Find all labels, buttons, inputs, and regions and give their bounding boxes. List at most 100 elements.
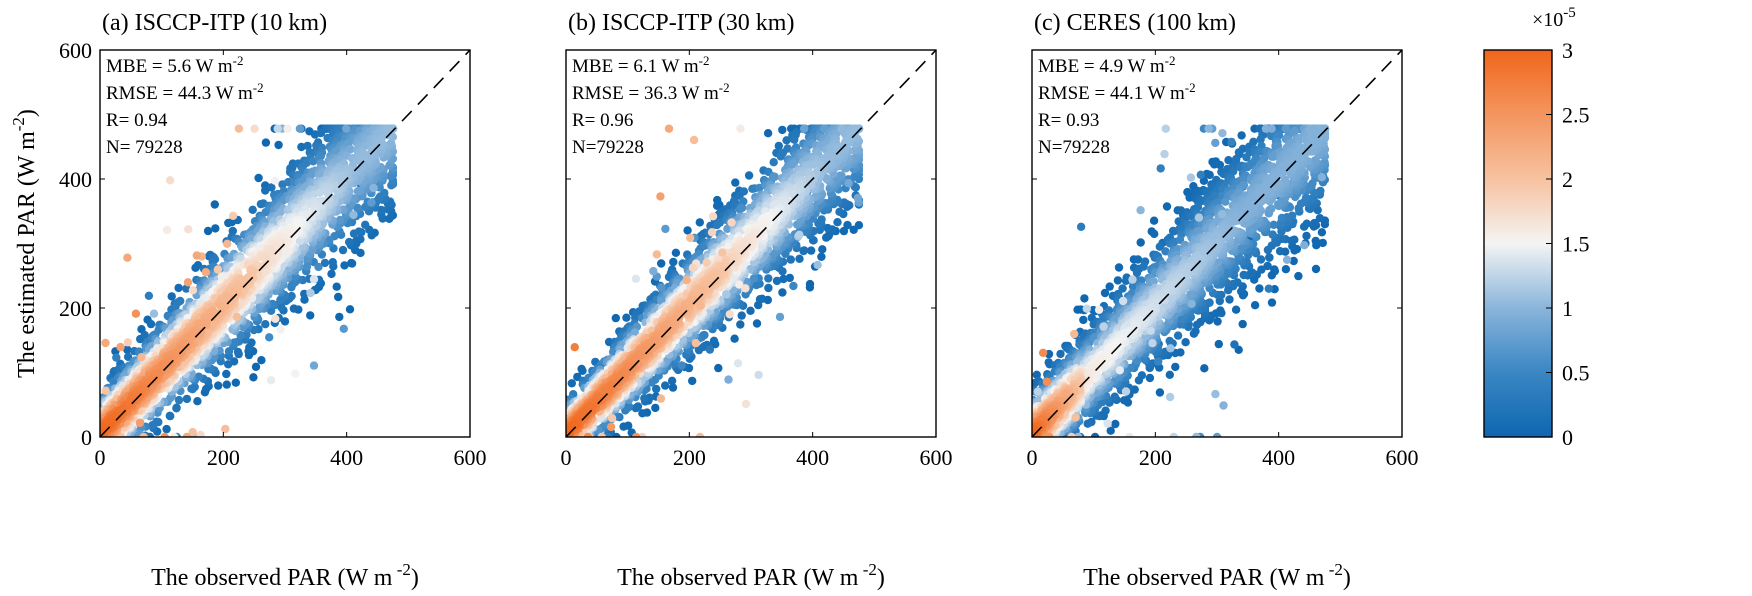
data-point (850, 127, 860, 137)
data-point (709, 336, 719, 345)
data-point (718, 248, 727, 257)
x-tick-label: 0 (95, 445, 106, 470)
data-point (833, 218, 842, 227)
data-point (176, 296, 185, 306)
data-point (746, 306, 755, 315)
data-point (669, 257, 678, 267)
data-point (657, 283, 666, 292)
data-point (349, 210, 358, 220)
data-point (785, 273, 794, 283)
data-point (271, 314, 280, 323)
data-point (813, 260, 822, 270)
data-point (607, 414, 617, 423)
data-point (776, 152, 785, 161)
data-point (778, 125, 787, 135)
data-point (291, 369, 300, 378)
data-point (289, 304, 299, 313)
data-point (800, 124, 809, 133)
data-point (383, 129, 392, 138)
data-point (727, 218, 736, 227)
data-point (702, 258, 711, 267)
data-point (686, 233, 695, 243)
data-point (739, 187, 749, 196)
data-point (144, 291, 154, 300)
panel-title: (a) ISCCP-ITP (10 km) (102, 10, 327, 36)
data-point (818, 245, 827, 254)
data-point (334, 292, 343, 302)
data-point (730, 334, 739, 343)
data-point (188, 286, 198, 295)
x-tick-label: 200 (207, 445, 240, 470)
data-point (795, 254, 804, 263)
data-point (182, 284, 191, 293)
data-point (807, 246, 816, 255)
data-point (273, 124, 282, 133)
data-point (320, 258, 330, 268)
data-point (116, 342, 125, 352)
data-point (307, 245, 316, 254)
data-point (203, 226, 213, 236)
data-point (135, 418, 145, 428)
x-axis-label-close: ) (411, 565, 419, 591)
data-point (306, 288, 315, 298)
data-point (233, 347, 243, 357)
data-point (232, 312, 241, 322)
data-point (101, 338, 110, 348)
data-point (695, 432, 705, 437)
data-point (733, 359, 743, 368)
data-point (123, 352, 133, 361)
data-point (149, 309, 159, 318)
data-point (335, 312, 344, 322)
data-point (266, 376, 276, 385)
panel-b: 0 200 400 600(b) ISCCP-ITP (30 km)MBE = 6.1… (561, 10, 953, 591)
data-point (664, 124, 674, 133)
data-point (165, 176, 175, 185)
data-point (295, 124, 305, 133)
data-point (211, 224, 220, 233)
data-point (332, 282, 341, 291)
data-point (182, 432, 192, 437)
data-point (323, 188, 332, 197)
data-point (328, 258, 337, 267)
data-point (795, 230, 804, 239)
data-point (647, 378, 656, 387)
data-point (744, 171, 754, 180)
data-point (772, 276, 782, 286)
data-point (656, 394, 666, 403)
data-point (267, 183, 276, 192)
data-point (251, 362, 261, 371)
data-point (817, 215, 826, 224)
data-point (123, 338, 132, 347)
data-point (276, 325, 285, 334)
data-point (369, 183, 378, 193)
data-point (631, 403, 640, 413)
data-point (789, 159, 798, 169)
data-point (302, 262, 312, 271)
data-point (656, 192, 665, 201)
data-point (789, 281, 798, 291)
data-point (201, 268, 210, 277)
data-point (210, 200, 219, 209)
data-point (300, 289, 309, 299)
data-point (788, 189, 797, 199)
data-point (283, 124, 292, 133)
data-point (213, 265, 223, 274)
data-point (611, 313, 620, 323)
data-point (257, 356, 266, 365)
data-point (376, 192, 385, 201)
data-point (309, 275, 319, 284)
data-point (306, 311, 315, 320)
data-point (705, 345, 715, 354)
data-point (353, 187, 363, 196)
data-point (347, 258, 356, 268)
data-point (192, 251, 201, 260)
data-point (677, 361, 686, 370)
data-point (631, 274, 641, 283)
x-tick-label: 600 (454, 445, 487, 470)
data-point (667, 376, 677, 385)
data-point (651, 403, 660, 413)
data-point (722, 290, 731, 299)
data-point (274, 140, 283, 150)
data-point (174, 395, 184, 405)
data-point (345, 237, 354, 247)
